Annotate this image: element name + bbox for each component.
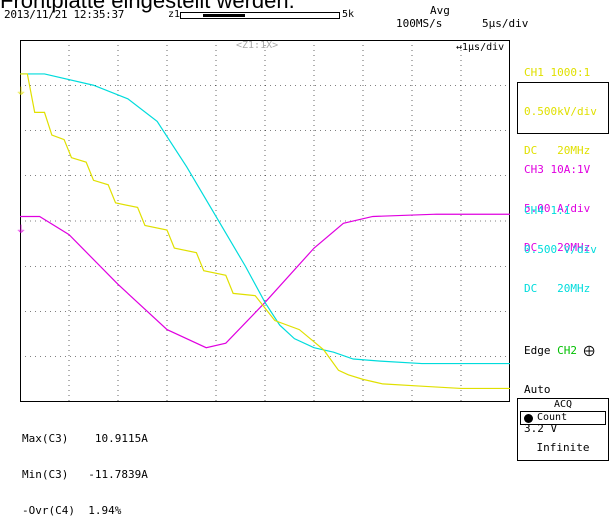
sample-rate: 100MS/s bbox=[396, 17, 443, 30]
acq-value: Infinite bbox=[536, 441, 590, 454]
ch4-trace bbox=[20, 73, 510, 365]
ch3-coupling: DC 20MHz bbox=[524, 241, 591, 254]
time-per-div: 5µs/div bbox=[482, 17, 529, 30]
trigger-info[interactable]: Edge CH2 ⨁ Auto 3.2 V bbox=[524, 318, 595, 448]
acq-count-option[interactable]: Count bbox=[520, 411, 606, 425]
page-title: Frontplatte eingestellt werden. bbox=[0, 0, 295, 13]
ch3-level-marker: ⏚ bbox=[16, 225, 26, 236]
timestamp: 2013/11/21 12:35:37 bbox=[4, 8, 125, 21]
measurement-row: Max(C3) 10.9115A bbox=[22, 432, 148, 445]
measurement-panel: Max(C3) 10.9115A Min(C3) -11.7839A -Ovr(… bbox=[22, 409, 148, 529]
acq-mode-label: Avg bbox=[430, 4, 450, 17]
ch4-scale: 0.500 V/div bbox=[524, 243, 597, 256]
record-marker-right: 5k bbox=[342, 9, 355, 20]
trigger-mode: Auto bbox=[524, 383, 551, 396]
trigger-level: 3.2 V bbox=[524, 422, 558, 435]
trigger-edge-icon: ⨁ bbox=[583, 344, 595, 357]
ch3-scale: 5.00 A/div bbox=[524, 202, 591, 215]
ch1-level-marker: ⏚ bbox=[16, 87, 26, 98]
record-window-indicator bbox=[203, 14, 245, 17]
record-marker-left: z1 bbox=[168, 9, 181, 20]
acq-title: ACQ bbox=[553, 399, 573, 410]
ch3-trace bbox=[20, 213, 510, 349]
ch1-scale: 0.500kV/div bbox=[524, 105, 597, 118]
ch4-probe: CH4 1:1 bbox=[524, 204, 571, 217]
measurement-row: Min(C3) -11.7839A bbox=[22, 468, 148, 481]
ch4-info[interactable]: CH4 1:1 0.500 V/div DC 20MHz bbox=[524, 178, 597, 308]
trigger-source: CH2 bbox=[557, 344, 577, 357]
measurement-row: -Ovr(C4) 1.94% bbox=[22, 504, 122, 517]
ch1-trace bbox=[20, 73, 510, 390]
ch2-info-box[interactable] bbox=[517, 82, 609, 134]
waveform-display[interactable]: <Z1:1X> ↔1µs/div bbox=[20, 40, 510, 402]
zoom-label: <Z1:1X> bbox=[236, 40, 279, 51]
zoom-time-per-div: ↔1µs/div bbox=[456, 42, 505, 53]
ch1-info[interactable]: CH1 1000:1 0.500kV/div DC 20MHz bbox=[524, 40, 597, 170]
ch1-coupling: DC 20MHz bbox=[524, 144, 591, 157]
graticule-grid bbox=[20, 40, 510, 402]
acq-softkey[interactable]: ACQ Count Infinite bbox=[517, 398, 609, 461]
waveform-canvas bbox=[20, 40, 510, 402]
waveform-traces bbox=[20, 73, 510, 390]
acq-mode: Count bbox=[537, 412, 568, 423]
ch3-probe: CH3 10A:1V bbox=[524, 163, 591, 176]
record-length-bar bbox=[180, 12, 340, 19]
ch1-probe: CH1 1000:1 bbox=[524, 66, 591, 79]
radio-selected-icon bbox=[524, 414, 533, 423]
ch4-coupling: DC 20MHz bbox=[524, 282, 591, 295]
trigger-type: Edge bbox=[524, 344, 551, 357]
ch3-info[interactable]: CH3 10A:1V 5.00 A/div DC 20MHz bbox=[524, 137, 590, 267]
